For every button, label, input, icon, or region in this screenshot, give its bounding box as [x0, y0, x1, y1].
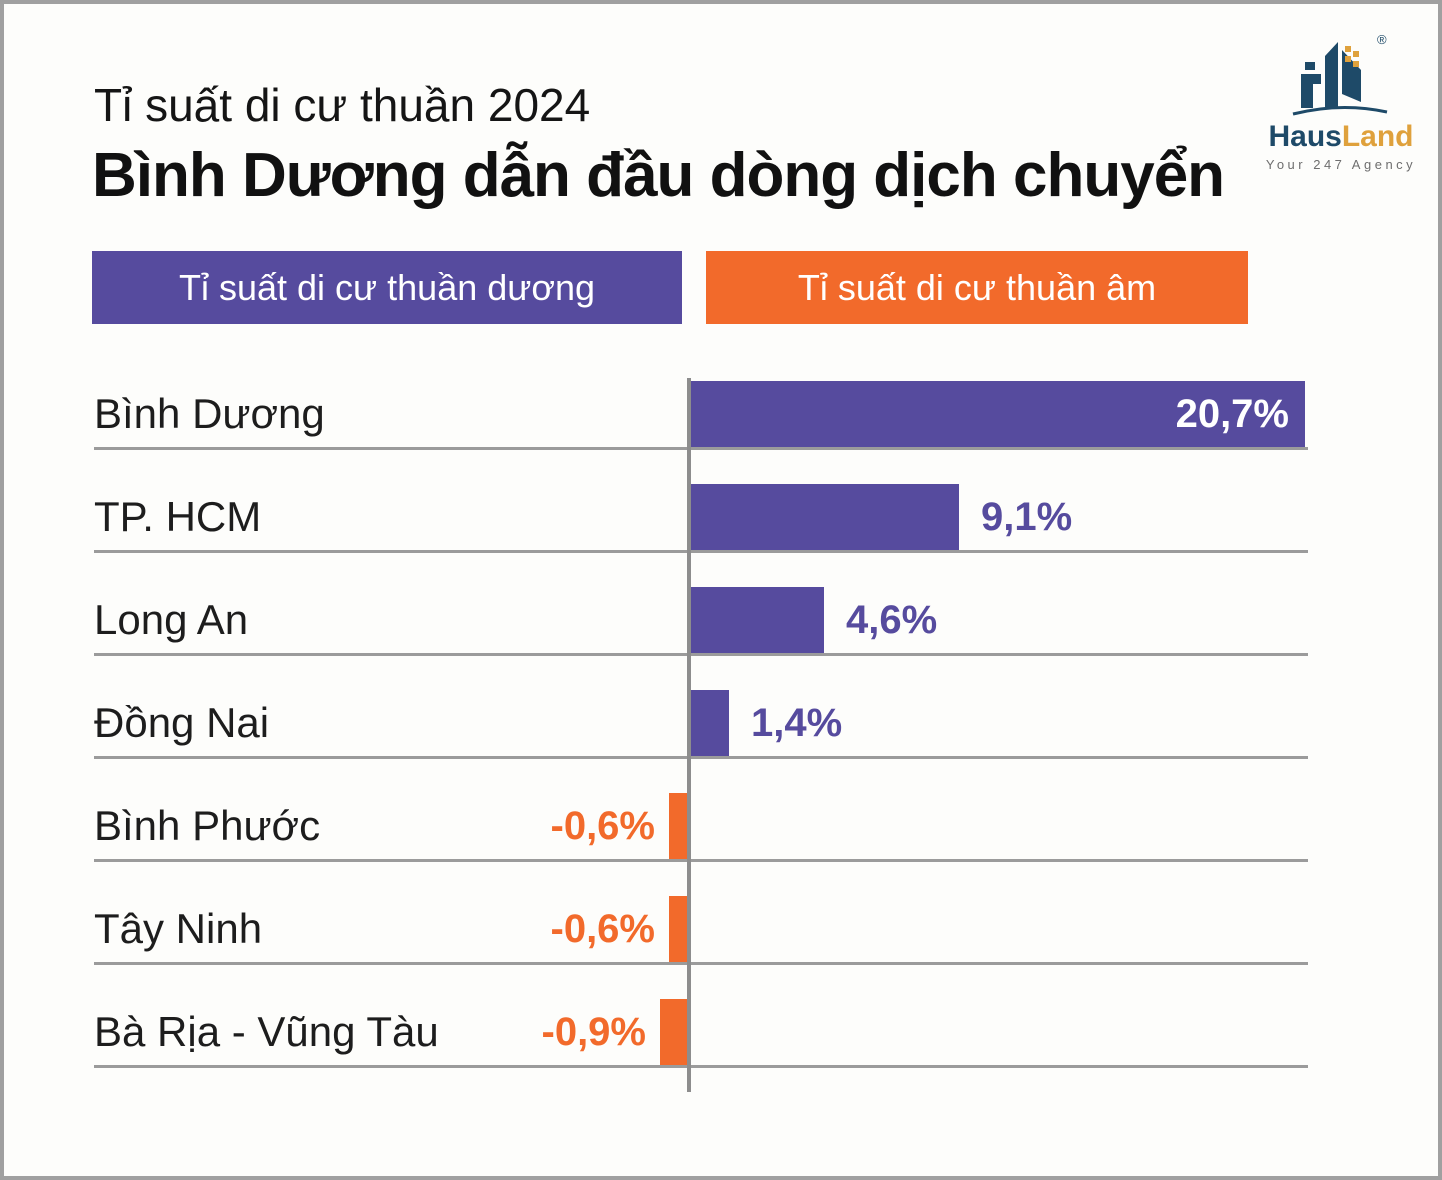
brand-wordmark: HausLand: [1268, 122, 1413, 152]
chart-kicker: Tỉ suất di cư thuần 2024: [94, 79, 591, 131]
negative-bar: [669, 793, 687, 859]
value-label: -0,6%: [550, 907, 656, 951]
chart-row: Tây Ninh -0,6%: [94, 862, 1308, 965]
brand-haus: Haus: [1268, 120, 1342, 153]
legend-negative: Tỉ suất di cư thuần âm: [706, 251, 1248, 324]
brand-tagline: Your 247 Agency: [1265, 157, 1417, 172]
chart-row: Bà Rịa - Vũng Tàu -0,9%: [94, 965, 1308, 1068]
brand-land: Land: [1341, 120, 1414, 153]
legend-positive: Tỉ suất di cư thuần dương: [92, 251, 682, 324]
value-label: 9,1%: [981, 495, 1073, 539]
value-label: 1,4%: [751, 701, 843, 745]
chart-row: Đồng Nai 1,4%: [94, 656, 1308, 759]
chart-row: TP. HCM 9,1%: [94, 450, 1308, 553]
category-label: Tây Ninh: [94, 905, 263, 952]
hausland-building-icon: ®: [1292, 32, 1388, 116]
category-label: Bà Rịa - Vũng Tàu: [94, 1008, 439, 1055]
chart-row: Bình Dương 20,7%: [94, 347, 1308, 450]
positive-bar: [687, 381, 1305, 447]
positive-bar: [687, 690, 729, 756]
chart-row: Long An 4,6%: [94, 553, 1308, 656]
category-label: Long An: [94, 596, 249, 643]
category-label: Bình Dương: [94, 390, 325, 437]
zero-axis-line: [687, 378, 691, 1092]
registered-mark: ®: [1377, 32, 1387, 47]
chart-row: Bình Phước -0,6%: [94, 759, 1308, 862]
positive-bar: [687, 587, 824, 653]
chart-title: Bình Dương dẫn đầu dòng dịch chuyển: [92, 141, 1225, 210]
value-label: -0,6%: [550, 804, 656, 848]
negative-bar: [669, 896, 687, 962]
category-label: TP. HCM: [94, 493, 262, 540]
bar-chart: Bình Dương 20,7% TP. HCM 9,1% Long An 4,6% Đồn…: [94, 347, 1308, 1068]
value-label: -0,9%: [541, 1010, 647, 1054]
negative-bar: [660, 999, 687, 1065]
category-label: Đồng Nai: [94, 699, 270, 746]
category-label: Bình Phước: [94, 802, 321, 849]
hausland-logo: ® HausLand Your 247 Agency: [1266, 32, 1416, 172]
value-label: 4,6%: [846, 598, 938, 642]
legend: Tỉ suất di cư thuần dương Tỉ suất di cư …: [92, 251, 1248, 324]
positive-bar: [687, 484, 959, 550]
value-label: 20,7%: [1175, 392, 1289, 436]
